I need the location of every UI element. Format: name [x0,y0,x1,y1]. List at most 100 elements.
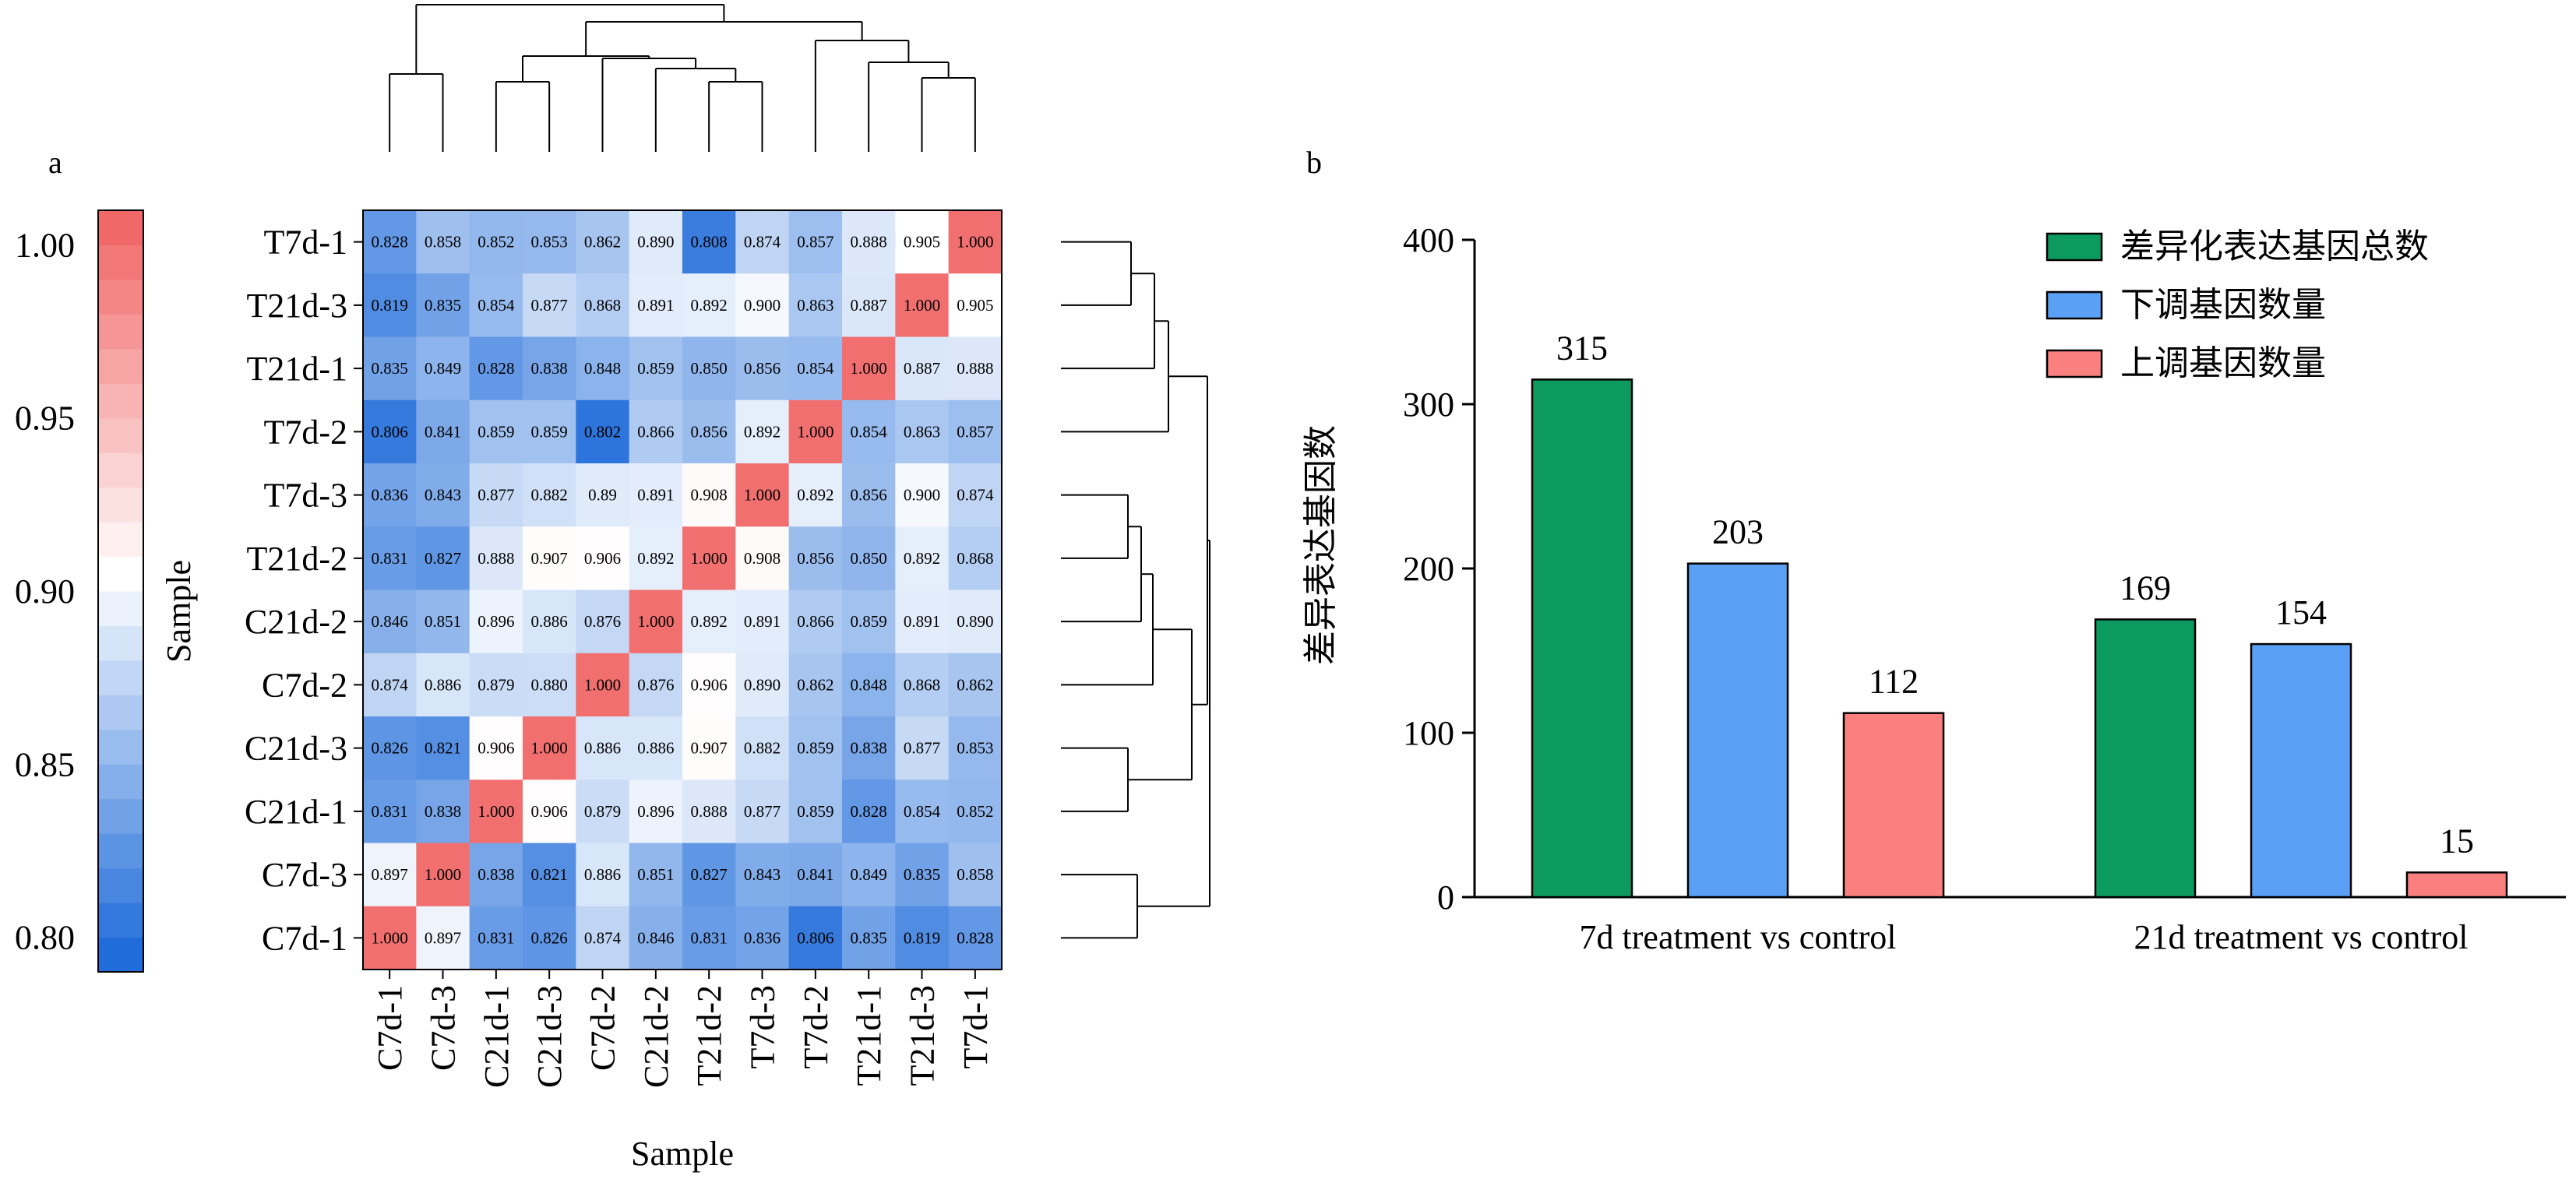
heatmap-cell [682,336,736,401]
heatmap-cell-label: 0.853 [957,739,993,758]
heatmap-cell-label: 0.897 [425,928,461,947]
heatmap-cell-label: 0.888 [957,359,993,378]
heatmap-cell-label: 0.892 [637,549,674,568]
heatmap-cell-label: 0.879 [477,675,514,694]
heatmap-cell [576,906,630,970]
heatmap-cell-label: 0.862 [957,675,993,694]
heatmap-cell [523,653,576,717]
colorbar-tick-label: 0.95 [15,399,75,438]
heatmap-cell [523,780,576,843]
heatmap-cell-label: 0.905 [957,296,993,315]
heatmap-cell-label: 1.000 [691,549,728,568]
heatmap-col-label: T7d-1 [957,985,995,1069]
colorbar-segment [98,383,143,419]
heatmap-cell [629,590,683,654]
heatmap-cell-label: 0.877 [904,739,940,758]
heatmap-cell-label: 1.000 [904,296,940,315]
bar-y-tick-label: 300 [1403,385,1454,424]
heatmap-cell [842,336,896,401]
colorbar [97,209,144,973]
heatmap-cell [788,463,843,527]
heatmap-cell [576,843,630,907]
heatmap-cell-label: 0.863 [904,422,940,441]
heatmap-cell-label: 0.886 [584,739,621,758]
heatmap-cell [788,590,843,654]
heatmap-cell [842,653,896,717]
heatmap-cell [523,273,576,337]
legend-swatch [2046,349,2103,378]
heatmap-cell [735,716,790,780]
heatmap-cell [895,526,950,590]
heatmap-cell [735,273,790,337]
heatmap-row-label: C7d-3 [262,856,347,894]
heatmap-cell [416,653,470,717]
heatmap-cell [363,653,417,717]
heatmap-row-label: C7d-1 [262,919,347,957]
heatmap-cell [948,653,1003,717]
heatmap-cell-label: 0.877 [477,486,514,505]
heatmap-cell [416,210,470,274]
heatmap-cell [576,399,630,464]
heatmap-cell [842,843,896,907]
heatmap-cell-label: 0.828 [477,359,514,378]
heatmap-cell [682,653,736,717]
heatmap-cell-label: 0.858 [425,233,461,252]
heatmap-cell [576,210,630,274]
heatmap-cell-label: 0.848 [584,359,621,378]
heatmap-cell-label: 0.854 [851,422,888,441]
heatmap-row-labels: T7d-1 T21d-3 T21d-1 T7d-2 T7d-3 T21d-2 C21d-2 C… [245,223,363,957]
bar-series: 315 203 112 169 154 15 [1531,329,2508,899]
heatmap-cell [842,399,896,464]
heatmap-cell [842,780,896,843]
heatmap-cell-label: 0.890 [744,675,781,694]
colorbar-segment [98,522,143,558]
colorbar-segment [98,868,143,903]
heatmap-cell-label: 1.000 [372,928,408,947]
heatmap-cell-label: 1.000 [531,739,568,758]
heatmap-col-label: T7d-2 [797,985,835,1069]
heatmap-cell-label: 0.866 [797,612,833,631]
heatmap-col-label: C21d-2 [637,985,675,1088]
legend-swatch [2046,232,2103,262]
heatmap-cell [363,399,417,464]
heatmap-row-label: C21d-1 [245,793,347,831]
heatmap-cell-label: 0.856 [744,359,781,378]
heatmap-cell [469,273,523,337]
heatmap-cell [788,273,843,337]
heatmap-cell [576,653,630,717]
bar-value-label: 15 [2440,822,2474,860]
heatmap-row-label: C7d-2 [262,666,347,704]
heatmap-cell-label: 0.843 [744,865,781,884]
heatmap-cell-label: 0.838 [531,359,568,378]
heatmap-cell-label: 0.886 [425,675,461,694]
heatmap-cell [895,336,950,401]
heatmap-cell-label: 0.887 [904,359,940,378]
heatmap-row-label: T21d-1 [246,350,347,388]
heatmap-cell-label: 0.808 [691,233,728,252]
heatmap-cell [629,780,683,843]
colorbar-tick-label: 0.80 [15,919,75,957]
heatmap-cell [895,399,950,464]
heatmap-cell-label: 0.892 [904,549,940,568]
heatmap-cell [523,463,576,527]
heatmap-cell-label: 0.854 [477,296,515,315]
column-dendrogram [389,4,976,152]
heatmap-cell-label: 0.890 [957,612,993,631]
heatmap-cell-label: 0.874 [584,928,622,947]
heatmap-cell-label: 0.886 [584,865,621,884]
heatmap-cell [948,843,1003,907]
colorbar-segment [98,903,143,938]
heatmap-cell [629,653,683,717]
heatmap-row-label: T21d-2 [246,540,347,578]
heatmap-cell [735,843,790,907]
colorbar-segment [98,279,143,315]
bar [2094,618,2197,899]
heatmap-cell-label: 0.849 [425,359,461,378]
heatmap-cell [682,780,736,843]
heatmap-cell [523,526,576,590]
heatmap-col-label: T21d-2 [690,985,728,1086]
heatmap-cell [523,590,576,654]
heatmap-cell [842,463,896,527]
heatmap-cell [895,210,950,274]
heatmap-cell-label: 0.848 [851,675,887,694]
